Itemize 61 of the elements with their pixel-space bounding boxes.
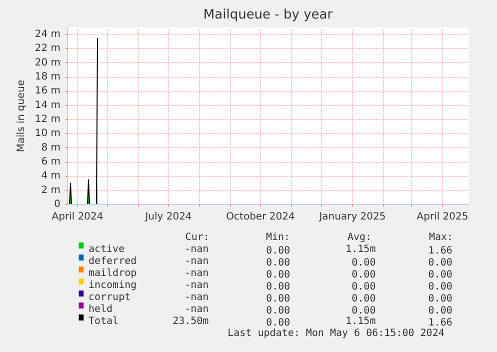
y-tick-label: 2 m <box>41 184 61 196</box>
text: 0.00 <box>266 246 290 256</box>
x-tick-label: July 2024 <box>144 212 192 222</box>
text: 0.00 <box>266 318 290 328</box>
text: 0.00 <box>352 258 376 268</box>
legend-label: maildrop <box>88 268 137 279</box>
y-tick-label: 24 m <box>34 29 61 40</box>
text: 0.00 <box>266 270 290 280</box>
legend-label: active <box>88 244 125 255</box>
y-tick-label: 14 m <box>34 100 61 111</box>
text: 23.50m <box>172 316 209 327</box>
line-series <box>68 38 98 204</box>
text: 0.00 <box>352 282 376 292</box>
text: 1.66 <box>428 246 452 256</box>
text: 0.00 <box>266 306 290 316</box>
text: -nan <box>184 304 209 315</box>
x-tick-label: January 2025 <box>318 212 386 222</box>
y-tick-label: 20 m <box>34 57 61 68</box>
y-tick-label: 4 m <box>41 170 61 182</box>
text: 0.00 <box>352 306 376 316</box>
text: Last update: Mon May 6 06:15:00 2024 <box>228 328 444 339</box>
y-tick-label: 6 m <box>41 156 61 168</box>
legend-label: incoming <box>88 280 137 291</box>
text: 0.00 <box>428 270 452 280</box>
text: -nan <box>184 292 209 303</box>
y-axis-title: Mails in queue <box>16 80 27 152</box>
y-tick-label: 12 m <box>34 114 61 126</box>
chart-title: Mailqueue - by year <box>203 8 334 22</box>
y-tick-label: 10 m <box>34 128 61 140</box>
legend-label: corrupt <box>88 292 131 303</box>
text: Cur: <box>185 232 210 243</box>
y-tick-label: 0 <box>54 199 61 210</box>
text: 0.00 <box>352 270 376 280</box>
text: 1.15m <box>346 244 376 255</box>
legend-label: held <box>88 304 113 315</box>
text: -nan <box>184 256 209 267</box>
text: Min: <box>266 232 290 243</box>
text: 0.00 <box>266 258 290 268</box>
legend-label: deferred <box>88 256 137 267</box>
text: -nan <box>184 268 209 279</box>
text: 1.15m <box>346 316 376 327</box>
text: 0.00 <box>428 306 452 316</box>
text: Max: <box>428 232 454 243</box>
text: 0.00 <box>352 294 376 304</box>
y-tick-label: 16 m <box>34 86 61 97</box>
text: 0.00 <box>266 294 290 304</box>
text: 0.00 <box>266 282 290 292</box>
text: Avg: <box>347 232 372 243</box>
text: 0.00 <box>428 294 452 304</box>
x-tick-label: April 2024 <box>52 212 104 222</box>
y-tick-label: 8 m <box>41 142 61 154</box>
legend-label: Total <box>88 316 119 327</box>
y-tick-label: 22 m <box>34 43 61 54</box>
text: -nan <box>184 244 209 255</box>
text: 0.00 <box>428 258 452 268</box>
text: 1.66 <box>428 318 452 328</box>
x-tick-label: April 2025 <box>416 212 468 222</box>
text: 0.00 <box>428 282 452 292</box>
y-tick-label: 18 m <box>34 72 61 83</box>
x-tick-label: October 2024 <box>226 212 295 222</box>
text: -nan <box>184 280 209 291</box>
